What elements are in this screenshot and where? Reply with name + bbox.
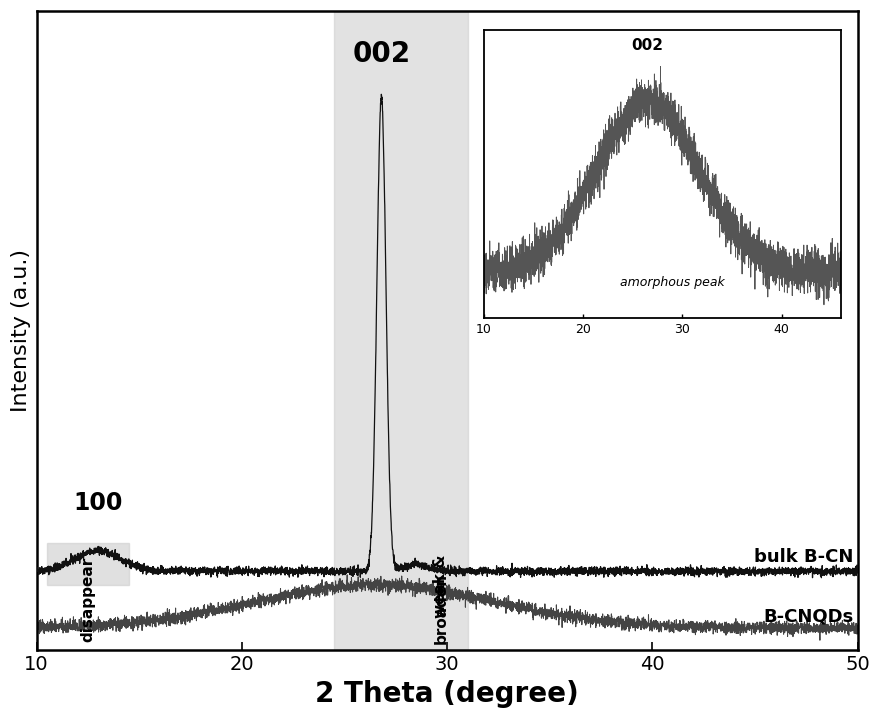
Text: 100: 100 <box>74 490 123 515</box>
Bar <box>334 11 468 651</box>
Text: disappear: disappear <box>80 557 95 642</box>
Text: broaden: broaden <box>433 573 448 644</box>
Text: B-CNQDs: B-CNQDs <box>763 608 854 626</box>
Y-axis label: Intensity (a.u.): Intensity (a.u.) <box>11 249 31 412</box>
X-axis label: 2 Theta (degree): 2 Theta (degree) <box>315 680 579 708</box>
Text: 002: 002 <box>352 40 411 68</box>
Text: bulk B-CN: bulk B-CN <box>754 548 854 566</box>
Bar <box>47 543 129 585</box>
Text: weak &: weak & <box>433 554 448 618</box>
